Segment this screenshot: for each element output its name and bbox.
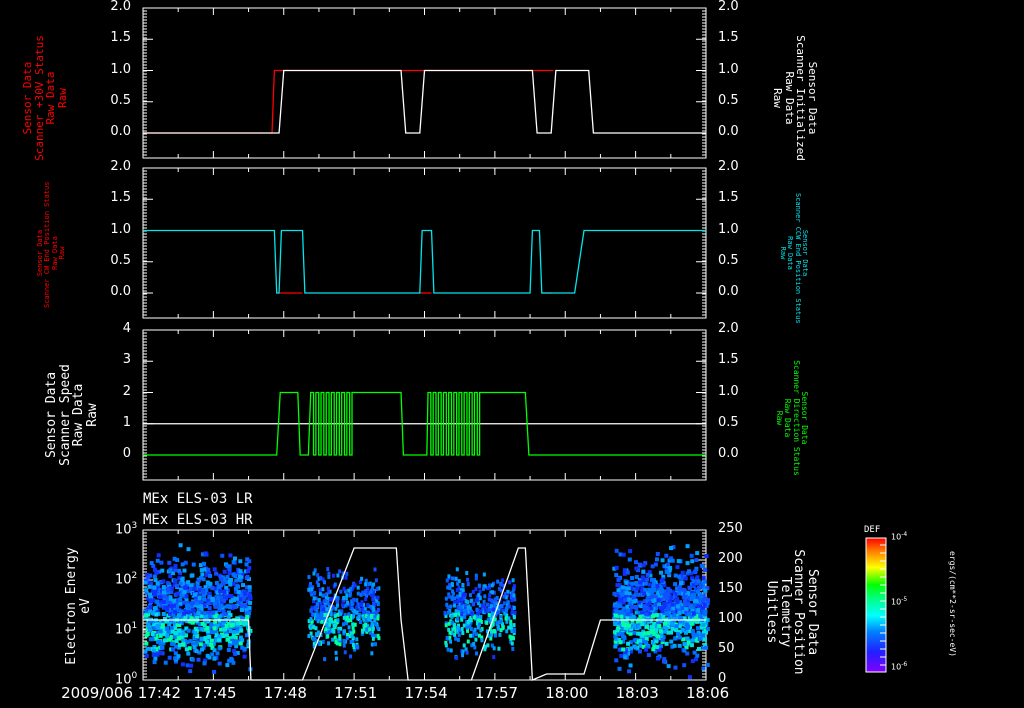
- p3-right-ylabel: Sensor Data Scanner Direction Status Raw…: [774, 360, 809, 476]
- tick-label: 2.0: [110, 159, 131, 174]
- trace-30v-status: [143, 69, 554, 134]
- panel4-title-lr: MEx ELS-03 LR: [143, 491, 253, 507]
- p3-left-ylabel: Sensor Data Scanner Speed Raw Data Raw: [44, 364, 100, 466]
- tick-label: 103: [115, 521, 138, 538]
- tick-label: 0: [718, 671, 727, 686]
- tick-label: 1: [122, 414, 131, 430]
- time-tick-label: 17:54: [404, 684, 448, 702]
- trace-scanner-position: [143, 547, 706, 681]
- tick-label: 1.0: [110, 221, 131, 237]
- p1-left-ylabel: Sensor Data Scanner +30V Status Raw Data…: [21, 35, 69, 161]
- tick-label: 2.0: [718, 159, 739, 174]
- tick-label: 250: [718, 521, 743, 536]
- tick-label: 0: [122, 446, 131, 461]
- tick-label: 10-5: [891, 596, 908, 607]
- tick-label: 10-4: [891, 531, 908, 542]
- tick-label: 200: [718, 551, 743, 566]
- time-tick-label: 18:00: [545, 684, 589, 702]
- p4-left-ylabel: Electron Energy eV: [64, 547, 93, 665]
- tick-label: 0.0: [718, 124, 739, 139]
- tick-label: 1.0: [718, 61, 739, 77]
- tick-label: 2: [122, 383, 131, 399]
- tick-label: 2.0: [110, 0, 131, 14]
- tick-label: 100: [115, 671, 138, 688]
- panel-frame-2: [142, 167, 707, 319]
- tick-label: 2.0: [718, 321, 739, 336]
- tick-label: 3: [122, 352, 131, 368]
- panel-frame-1: [142, 7, 707, 159]
- panel4-title-hr: MEx ELS-03 HR: [143, 512, 253, 528]
- trace-scanner-initialized: [143, 69, 706, 134]
- tick-label: 150: [718, 581, 743, 596]
- p2-left-ylabel: Sensor Data Scanner CW End Position Stat…: [36, 181, 67, 308]
- time-tick-label: 2009/006 17:42: [61, 684, 181, 702]
- tick-label: 2.0: [718, 0, 739, 14]
- time-tick-label: 18:06: [686, 684, 730, 702]
- tick-label: 0.5: [110, 252, 131, 268]
- p2-right-ylabel: Sensor Data Scanner CCW End Position Sta…: [778, 193, 809, 324]
- time-tick-label: 17:57: [474, 684, 519, 702]
- tick-label: 100: [718, 611, 743, 626]
- time-tick-label: 18:03: [615, 684, 659, 702]
- time-tick-label: 17:48: [263, 684, 307, 702]
- tick-label: 1.5: [110, 190, 131, 206]
- tick-label: 102: [115, 571, 138, 588]
- trace-scanner-direction: [143, 391, 706, 456]
- trace-ccw-end-status: [143, 229, 706, 294]
- tick-label: 0.5: [718, 414, 739, 430]
- tick-label: 0.5: [718, 252, 739, 268]
- tick-label: 1.5: [718, 190, 739, 206]
- tick-label: 0.0: [110, 284, 131, 299]
- p4-right-ylabel: Sensor Data Scanner Position Telemetry U…: [764, 549, 820, 675]
- time-tick-label: 17:45: [193, 684, 237, 702]
- time-tick-label: 17:51: [334, 684, 378, 702]
- tick-label: 1.0: [110, 61, 131, 77]
- tick-label: 4: [122, 321, 131, 336]
- tick-label: 0.0: [110, 124, 131, 139]
- tick-label: 10-6: [891, 661, 908, 672]
- tick-label: 0.0: [718, 284, 739, 299]
- tick-label: 1.0: [718, 221, 739, 237]
- tick-label: 1.5: [718, 352, 739, 368]
- tick-label: 1.5: [110, 30, 131, 46]
- tick-label: 50: [718, 641, 735, 656]
- tick-label: 1.0: [718, 383, 739, 399]
- colorbar-label: DEF: [864, 525, 881, 535]
- panel-frame-3: [142, 329, 707, 481]
- tick-label: 0.5: [110, 92, 131, 108]
- colorbar-units: ergs/(cm**2-sr-sec-eV): [948, 551, 957, 657]
- tick-label: 101: [115, 621, 138, 638]
- tick-label: 0.0: [718, 446, 739, 461]
- tick-label: 1.5: [718, 30, 739, 46]
- colorbar: [865, 537, 887, 673]
- p1-right-ylabel: Sensor Data Scanner Initialized Raw Data…: [771, 35, 819, 161]
- tick-label: 0.5: [718, 92, 739, 108]
